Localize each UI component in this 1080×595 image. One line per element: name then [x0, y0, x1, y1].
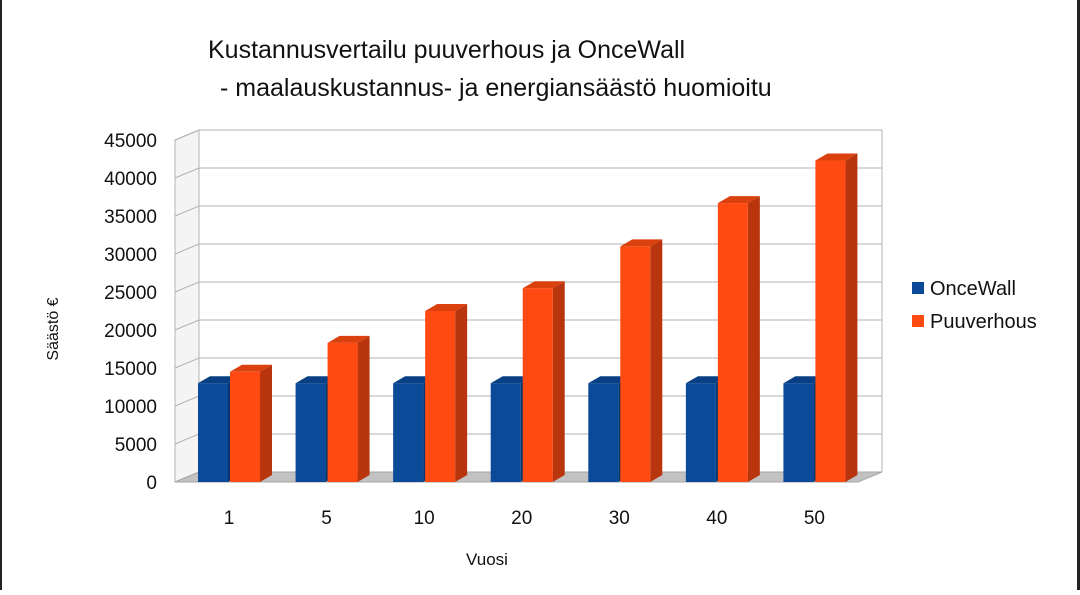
- x-tick-label: 20: [511, 508, 532, 529]
- x-tick-label: 40: [706, 508, 727, 529]
- y-axis-label: Säästö €: [45, 297, 62, 360]
- y-tick-label: 40000: [104, 169, 157, 190]
- y-tick-label: 20000: [104, 321, 157, 342]
- x-tick-label: 1: [224, 508, 235, 529]
- frame-right-border: [1077, 0, 1080, 590]
- plot-side-wall: [174, 129, 200, 483]
- y-tick-label: 15000: [104, 359, 157, 380]
- bar-puuverhous-30: [620, 239, 663, 482]
- bar-puuverhous-20: [522, 281, 565, 482]
- bar-puuverhous-50: [815, 153, 858, 482]
- chart-title: Kustannusvertailu puuverhous ja OnceWall: [208, 36, 685, 64]
- legend-swatch-puuverhous: [912, 315, 924, 327]
- legend-label-oncewall: OnceWall: [930, 278, 1016, 300]
- y-tick-label: 25000: [104, 283, 157, 304]
- bar-puuverhous-1: [230, 364, 272, 482]
- legend: OnceWall Puuverhous: [912, 278, 1037, 333]
- bar-puuverhous-5: [327, 335, 370, 482]
- y-tick-label: 0: [146, 473, 157, 494]
- x-tick-label: 10: [414, 508, 435, 529]
- legend-label-puuverhous: Puuverhous: [930, 311, 1037, 333]
- y-tick-label: 10000: [104, 397, 157, 418]
- y-tick-label: 5000: [115, 435, 157, 456]
- x-tick-label: 30: [609, 508, 630, 529]
- bar-puuverhous-10: [425, 304, 468, 482]
- y-tick-label: 35000: [104, 207, 157, 228]
- chart-subtitle: - maalauskustannus- ja energiansäästö hu…: [220, 74, 772, 102]
- bar-series: [198, 153, 858, 482]
- frame-left-border: [0, 0, 2, 590]
- y-tick-label: 30000: [104, 245, 157, 266]
- bar-puuverhous-40: [717, 196, 760, 482]
- y-tick-label: 45000: [104, 131, 157, 152]
- x-axis-label: Vuosi: [466, 550, 508, 569]
- x-tick-label: 5: [321, 508, 332, 529]
- legend-swatch-oncewall: [912, 282, 924, 294]
- gridline: [174, 167, 882, 179]
- gridline: [174, 129, 882, 141]
- gridline: [174, 205, 882, 217]
- axis-ticks: 0 5000 10000 15000 20000 25000 30000 35000 40000…: [104, 131, 825, 529]
- x-tick-label: 50: [804, 508, 825, 529]
